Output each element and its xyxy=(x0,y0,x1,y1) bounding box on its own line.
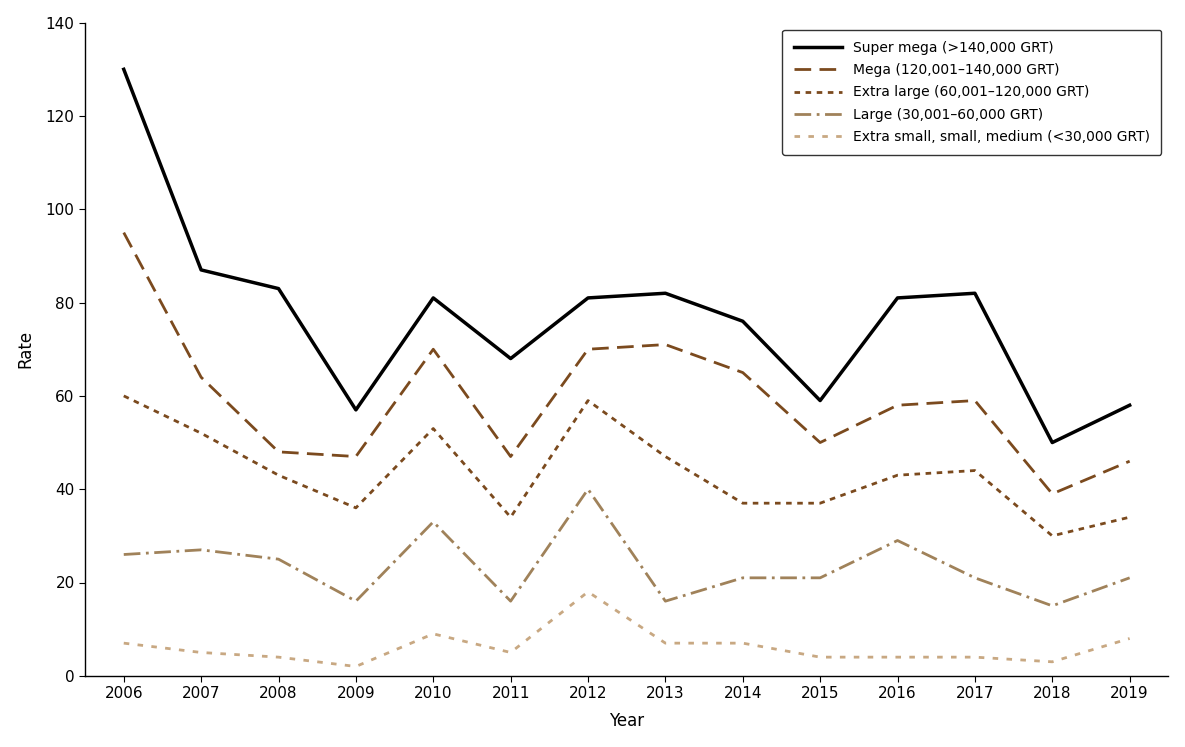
Y-axis label: Rate: Rate xyxy=(17,330,34,368)
Legend: Super mega (>140,000 GRT), Mega (120,001–140,000 GRT), Extra large (60,001–120,0: Super mega (>140,000 GRT), Mega (120,001… xyxy=(782,30,1161,155)
X-axis label: Year: Year xyxy=(609,713,645,731)
